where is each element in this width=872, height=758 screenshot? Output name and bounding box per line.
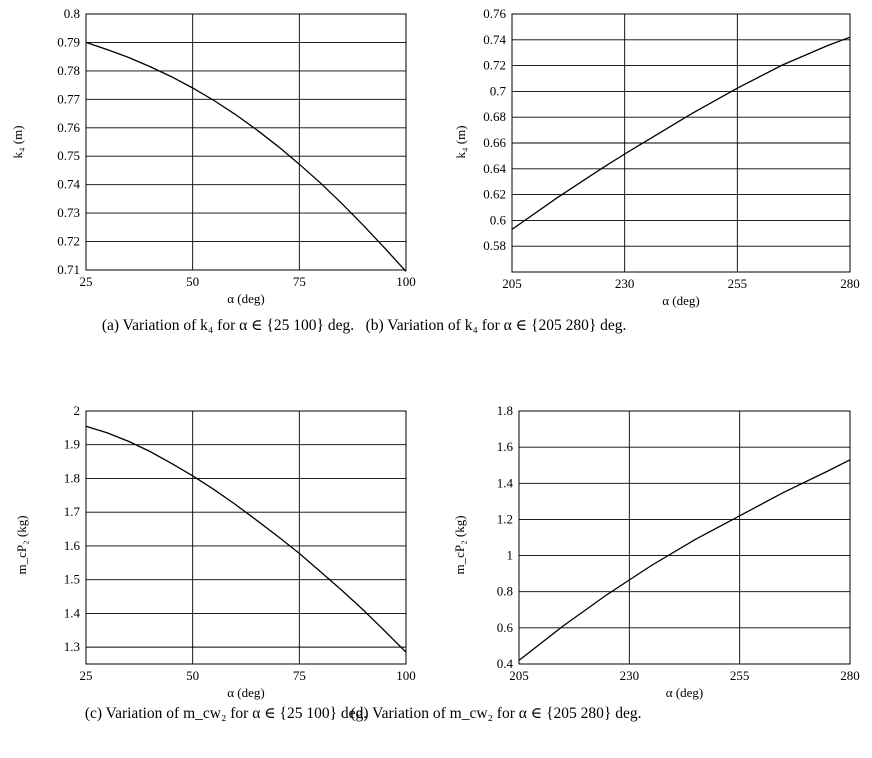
- chart-a-y-tick-label-1: 0.72: [57, 234, 80, 249]
- chart-panel-c: 25 50 75 100 1.3 1.4 1.5 1.6 1.7 1.8 1.9 2 α (deg) m_…: [14, 403, 416, 722]
- chart-a-y-tick-label-4: 0.75: [57, 148, 80, 163]
- chart-d-x-tick-label-1: 230: [620, 668, 640, 683]
- chart-c-caption: (c) Variation of m_cw₂ for α ∈ {25 100} …: [85, 705, 367, 722]
- chart-c-y-tick-label-2: 1.5: [64, 572, 80, 587]
- chart-d-x-tick-label-0: 205: [509, 668, 529, 683]
- chart-a-y-tick-label-6: 0.77: [57, 91, 80, 106]
- chart-a-y-tick-label-5: 0.76: [57, 120, 80, 135]
- chart-a-x-tick-label-0: 25: [80, 274, 93, 289]
- chart-b-y-tick-label-6: 0.7: [490, 83, 507, 98]
- chart-b-caption: (b) Variation of k₄ for α ∈ {205 280} de…: [366, 317, 627, 334]
- chart-b-y-tick-label-2: 0.62: [483, 187, 506, 202]
- chart-a-y-tick-label-2: 0.73: [57, 205, 80, 220]
- chart-c-frame: [85, 410, 407, 665]
- chart-b-y-tick-label-1: 0.6: [490, 212, 507, 227]
- chart-a-y-tick-label-3: 0.74: [57, 177, 80, 192]
- chart-a-frame: [85, 13, 407, 271]
- chart-c-x-tick-label-3: 100: [396, 668, 416, 683]
- chart-d-y-tick-label-4: 1.2: [497, 511, 513, 526]
- chart-d-frame: [518, 410, 851, 665]
- chart-c-y-tick-label-3: 1.6: [64, 538, 81, 553]
- chart-d-x-tick-label-3: 280: [840, 668, 860, 683]
- chart-a-series-line-0: [85, 41, 407, 272]
- chart-b-y-tick-label-4: 0.66: [483, 135, 506, 150]
- chart-a-x-tick-label-3: 100: [396, 274, 416, 289]
- chart-d-x-axis-label: α (deg): [666, 685, 704, 700]
- chart-a-x-axis-label: α (deg): [227, 291, 265, 306]
- chart-b-frame: [511, 13, 851, 273]
- chart-b-x-tick-label-0: 205: [502, 276, 522, 291]
- chart-c-y-tick-label-5: 1.8: [64, 470, 80, 485]
- chart-c-y-tick-label-7: 2: [74, 403, 81, 418]
- chart-d-y-tick-label-6: 1.6: [497, 439, 514, 454]
- chart-c-x-axis-label: α (deg): [227, 685, 265, 700]
- chart-d-y-tick-label-1: 0.6: [497, 620, 514, 635]
- chart-b-y-tick-label-7: 0.72: [483, 58, 506, 73]
- chart-a-x-tick-label-2: 75: [293, 274, 306, 289]
- chart-d-y-tick-label-5: 1.4: [497, 475, 514, 490]
- chart-panel-b: 205 230 255 280 0.58 0.6 0.62 0.64 0.66 0.68 0.7 0.…: [366, 6, 860, 334]
- chart-c-series-line-0: [85, 425, 407, 653]
- chart-panel-a: 25 50 75 100 0.71 0.72 0.73 0.74 0.75 0.76 0.77 0.7…: [10, 6, 416, 334]
- chart-b-x-tick-label-1: 230: [615, 276, 635, 291]
- chart-panel-d: 205 230 255 280 0.4 0.6 0.8 1 1.2 1.4 1.6 1.8 α (deg…: [351, 403, 860, 722]
- chart-b-y-tick-label-8: 0.74: [483, 32, 506, 47]
- chart-d-y-tick-label-3: 1: [507, 548, 514, 563]
- chart-a-caption: (a) Variation of k₄ for α ∈ {25 100} deg…: [102, 317, 354, 334]
- chart-a-y-axis-label: k₄ (m): [10, 125, 25, 158]
- chart-a-y-tick-label-9: 0.8: [64, 6, 80, 21]
- chart-b-x-tick-label-2: 255: [728, 276, 748, 291]
- chart-d-y-tick-label-0: 0.4: [497, 656, 514, 671]
- chart-d-y-tick-label-2: 0.8: [497, 584, 513, 599]
- chart-c-x-tick-label-0: 25: [80, 668, 93, 683]
- chart-c-x-tick-label-1: 50: [186, 668, 199, 683]
- chart-a-y-tick-label-8: 0.79: [57, 34, 80, 49]
- chart-b-y-tick-label-5: 0.68: [483, 109, 506, 124]
- chart-c-y-tick-label-1: 1.4: [64, 605, 81, 620]
- chart-d-x-tick-label-2: 255: [730, 668, 750, 683]
- chart-c-y-axis-label: m_cP₂ (kg): [14, 515, 29, 574]
- chart-b-y-axis-label: k₄ (m): [453, 125, 468, 158]
- chart-c-y-tick-label-0: 1.3: [64, 639, 80, 654]
- chart-b-x-axis-label: α (deg): [662, 293, 700, 308]
- chart-a-y-tick-label-0: 0.71: [57, 262, 80, 277]
- chart-d-y-tick-label-7: 1.8: [497, 403, 513, 418]
- chart-d-caption: (d) Variation of m_cw₂ for α ∈ {205 280}…: [351, 705, 642, 722]
- chart-b-y-tick-label-9: 0.76: [483, 6, 506, 21]
- chart-a-x-tick-label-1: 50: [186, 274, 199, 289]
- chart-b-y-tick-label-0: 0.58: [483, 238, 506, 253]
- chart-d-series-line-0: [518, 459, 851, 661]
- chart-b-y-tick-label-3: 0.64: [483, 161, 506, 176]
- chart-a-y-tick-label-7: 0.78: [57, 63, 80, 78]
- chart-b-x-tick-label-3: 280: [840, 276, 860, 291]
- chart-b-series-line-0: [511, 36, 851, 230]
- chart-c-y-tick-label-6: 1.9: [64, 437, 80, 452]
- chart-c-y-tick-label-4: 1.7: [64, 504, 81, 519]
- chart-d-y-axis-label: m_cP₂ (kg): [452, 515, 467, 574]
- chart-c-x-tick-label-2: 75: [293, 668, 306, 683]
